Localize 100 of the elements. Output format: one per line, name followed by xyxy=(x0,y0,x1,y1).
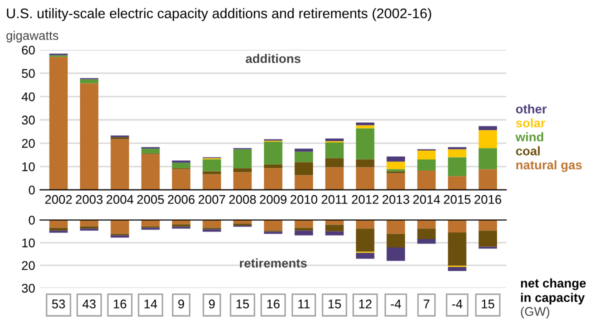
bar xyxy=(417,220,436,229)
text: 11 xyxy=(298,300,310,308)
bar xyxy=(386,156,406,162)
text: -4 xyxy=(390,300,402,308)
bar xyxy=(233,149,252,168)
series-label: solar xyxy=(516,118,546,128)
bar xyxy=(172,162,190,168)
bar xyxy=(356,220,374,229)
bar xyxy=(110,139,130,190)
y-axis-title: gigawatts xyxy=(6,30,58,42)
bar xyxy=(417,228,436,240)
x-tick-label: 2003 xyxy=(76,195,103,204)
bar xyxy=(110,220,130,234)
bar xyxy=(172,169,190,190)
bar xyxy=(172,224,190,227)
text: 7 xyxy=(424,300,430,308)
x-tick-label: 2010 xyxy=(290,195,318,204)
bar xyxy=(417,170,436,190)
bar xyxy=(356,122,374,126)
text: 15 xyxy=(328,300,341,308)
bar xyxy=(325,138,344,142)
annotation: retirements xyxy=(240,258,307,268)
bar xyxy=(202,174,222,190)
series-label: other xyxy=(516,104,547,114)
bar xyxy=(356,159,374,168)
bar xyxy=(233,172,252,190)
bar xyxy=(448,220,466,232)
bar xyxy=(325,220,344,225)
bar xyxy=(264,142,282,164)
bar xyxy=(172,160,190,163)
bar xyxy=(417,150,436,160)
x-tick-label: 2006 xyxy=(168,195,195,204)
bar xyxy=(264,168,282,190)
bar xyxy=(325,142,344,158)
bar xyxy=(294,162,314,176)
bar xyxy=(202,159,222,172)
bar xyxy=(202,229,222,232)
bar xyxy=(478,130,498,148)
text: -4 xyxy=(452,300,462,308)
bar xyxy=(386,234,406,248)
bar xyxy=(294,230,314,236)
bar xyxy=(386,162,406,170)
text: 9 xyxy=(208,300,215,308)
bar xyxy=(386,173,406,190)
text: 14 xyxy=(144,300,158,308)
text: 9 xyxy=(178,300,184,308)
x-tick-label: 2002 xyxy=(45,195,72,204)
annotation: additions xyxy=(246,54,300,64)
bar xyxy=(386,247,406,261)
bar xyxy=(294,175,314,190)
bar xyxy=(448,149,466,158)
x-tick-label: 2012 xyxy=(352,195,378,204)
x-tick-label: 2013 xyxy=(382,195,410,204)
bar xyxy=(233,168,252,172)
x-tick-label: 2009 xyxy=(260,195,286,204)
x-tick-label: 2014 xyxy=(413,195,440,204)
bar xyxy=(448,232,466,266)
bar xyxy=(417,160,436,170)
x-tick-label: 2005 xyxy=(137,195,164,204)
bar xyxy=(294,220,314,228)
bar xyxy=(448,157,466,176)
bar xyxy=(294,152,314,162)
y-tick-label: 10 xyxy=(22,238,35,248)
bar xyxy=(356,128,374,160)
series-label: wind xyxy=(516,132,544,142)
chart-title: U.S. utility-scale electric capacity additions and retirements (2002-16) xyxy=(6,8,432,22)
bar xyxy=(478,220,498,231)
bar xyxy=(417,239,436,244)
bar xyxy=(478,169,498,190)
bar xyxy=(264,220,282,231)
y-tick-label: 40 xyxy=(22,92,35,102)
y-tick-label: 0 xyxy=(28,216,35,225)
bar xyxy=(49,228,68,231)
bar xyxy=(141,220,160,226)
bar xyxy=(202,171,222,174)
y-tick-label: 10 xyxy=(22,162,35,172)
text: 15 xyxy=(482,300,494,308)
bar xyxy=(356,125,374,128)
y-tick-label: 30 xyxy=(22,284,35,293)
bar xyxy=(80,79,98,84)
text: net change in capacity xyxy=(521,278,586,304)
text: (GW) xyxy=(520,306,550,318)
bar xyxy=(386,220,406,234)
bar xyxy=(80,220,98,226)
y-tick-label: 60 xyxy=(22,46,35,55)
x-tick-label: 2007 xyxy=(198,195,226,204)
bar xyxy=(356,167,374,190)
bar xyxy=(172,220,190,224)
bar xyxy=(356,252,374,259)
y-tick-label: 30 xyxy=(22,116,35,125)
text: 16 xyxy=(114,300,126,308)
bar xyxy=(356,228,374,252)
x-tick-label: 2008 xyxy=(229,195,256,204)
x-tick-label: 2011 xyxy=(322,195,348,204)
bar xyxy=(141,154,160,190)
text: 53 xyxy=(52,300,65,308)
text: 15 xyxy=(236,300,249,308)
bar xyxy=(478,148,498,170)
bar xyxy=(448,176,466,190)
text: 12 xyxy=(359,300,372,308)
